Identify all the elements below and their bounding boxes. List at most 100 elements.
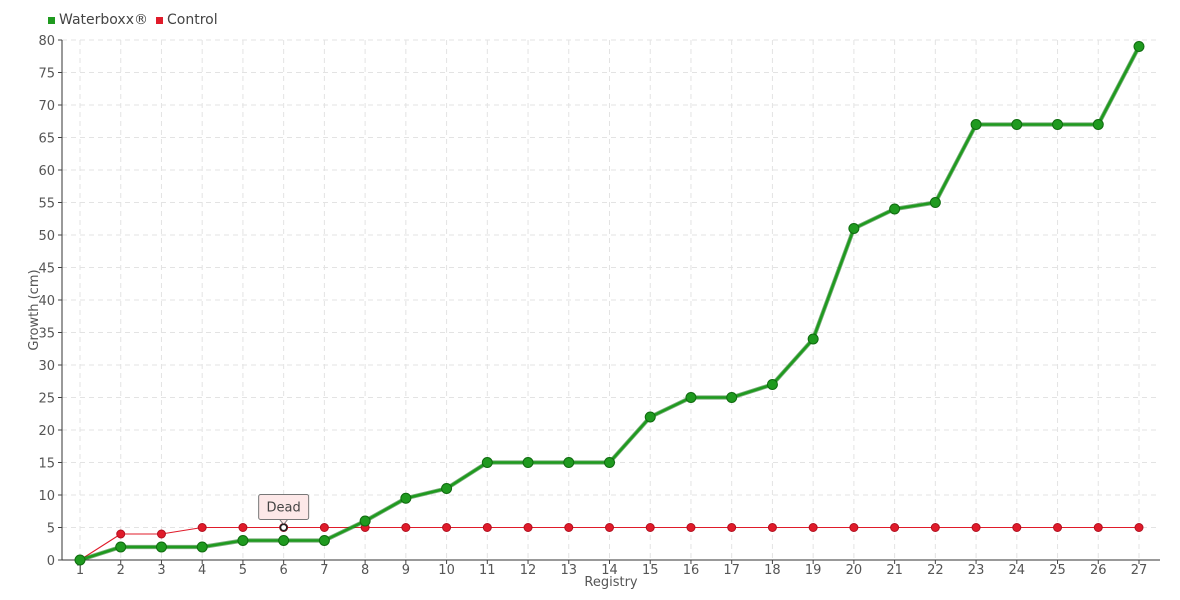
data-point-waterboxx (115, 541, 127, 553)
data-point-waterboxx (196, 541, 208, 553)
data-point-waterboxx (155, 541, 167, 553)
x-tick-label: 5 (239, 563, 247, 578)
legend: Waterboxx® Control (48, 12, 218, 28)
data-point-control (401, 523, 411, 532)
x-tick-label: 3 (157, 563, 165, 578)
data-point-waterboxx (685, 392, 697, 403)
annotations: Dead (258, 494, 310, 532)
x-tick-label: 7 (320, 563, 328, 578)
series-waterboxx (74, 41, 1145, 566)
data-point-control (849, 523, 859, 532)
y-tick-label: 5 (47, 522, 55, 537)
y-tick-label: 20 (38, 424, 55, 439)
x-tick-label: 27 (1131, 563, 1148, 578)
legend-swatch-waterboxx (48, 16, 55, 24)
data-point-waterboxx (970, 119, 982, 130)
annotation-pointer (278, 519, 289, 526)
y-tick-label: 70 (38, 99, 55, 114)
data-point-control (482, 523, 492, 532)
x-tick-label: 19 (805, 563, 822, 578)
legend-item-control[interactable]: Control (155, 12, 218, 28)
data-point-waterboxx (237, 535, 249, 546)
data-point-control (156, 529, 166, 539)
x-tick-label: 15 (642, 563, 659, 578)
data-point-waterboxx (1133, 41, 1145, 52)
data-point-control (1053, 523, 1063, 532)
y-tick-label: 40 (38, 294, 55, 309)
x-tick-label: 23 (968, 563, 985, 578)
data-point-control (930, 523, 940, 532)
data-point-waterboxx (848, 223, 860, 234)
x-tick-label: 20 (846, 563, 863, 578)
legend-swatch-control (155, 16, 163, 24)
data-point-control (605, 523, 614, 532)
annotation-marker (279, 523, 288, 532)
x-tick-label: 22 (927, 563, 944, 578)
x-tick-label: 4 (198, 563, 206, 578)
y-ticks: 0 5 10 15 20 25 30 35 40 45 50 55 60 65 70 75 80 (38, 34, 62, 569)
data-point-waterboxx (929, 197, 941, 208)
data-point-control (564, 523, 574, 532)
data-point-control (442, 523, 452, 532)
x-tick-label: 11 (479, 563, 496, 578)
y-tick-label: 0 (47, 554, 55, 569)
series (74, 41, 1145, 566)
data-point-waterboxx (766, 379, 778, 390)
data-point-control (971, 523, 981, 532)
legend-item-waterboxx[interactable]: Waterboxx® (48, 12, 148, 28)
data-point-control (1012, 523, 1022, 532)
x-tick-label: 25 (1049, 563, 1066, 578)
data-point-control (197, 523, 207, 532)
y-tick-label: 65 (38, 132, 55, 147)
annotation-text: Dead (267, 501, 301, 516)
data-point-control (727, 523, 737, 532)
data-point-waterboxx (522, 457, 534, 468)
data-point-control (1093, 523, 1103, 532)
data-point-control (238, 523, 248, 532)
legend-label-waterboxx: Waterboxx® (59, 12, 148, 28)
x-tick-label: 13 (560, 563, 577, 578)
data-point-waterboxx (278, 535, 290, 546)
data-point-control (1134, 523, 1144, 532)
x-tick-label: 17 (723, 563, 740, 578)
data-point-control (645, 523, 655, 532)
y-tick-label: 80 (38, 34, 55, 49)
data-point-waterboxx (1011, 119, 1023, 130)
data-point-control (686, 523, 696, 532)
data-point-waterboxx (1092, 119, 1104, 130)
x-tick-label: 2 (117, 563, 125, 578)
x-tick-label: 9 (402, 563, 410, 578)
y-tick-label: 10 (38, 489, 55, 504)
y-tick-label: 50 (38, 229, 55, 244)
x-tick-label: 18 (764, 563, 781, 578)
grid (62, 39, 1160, 560)
data-point-control (808, 523, 818, 532)
y-tick-label: 15 (38, 457, 55, 472)
data-point-waterboxx (481, 457, 493, 468)
data-point-waterboxx (604, 457, 615, 468)
y-tick-label: 25 (38, 392, 55, 407)
data-point-waterboxx (441, 483, 453, 494)
y-tick-label: 35 (38, 327, 55, 342)
data-point-control (890, 523, 900, 532)
data-point-waterboxx (318, 535, 330, 546)
x-tick-label: 8 (361, 563, 369, 578)
data-point-waterboxx (359, 515, 371, 527)
data-point-waterboxx (807, 333, 819, 345)
data-point-waterboxx (563, 457, 575, 468)
x-tick-label: 26 (1090, 563, 1107, 578)
series-control (75, 523, 1144, 565)
y-tick-label: 55 (38, 197, 55, 212)
x-tick-label: 6 (280, 563, 288, 578)
x-tick-label: 21 (886, 563, 903, 578)
x-tick-label: 10 (438, 563, 455, 578)
annotation: Dead (258, 494, 310, 532)
y-tick-label: 45 (38, 262, 55, 277)
data-point-waterboxx (400, 492, 412, 504)
x-axis-title: Registry (584, 575, 638, 590)
x-tick-label: 16 (683, 563, 700, 578)
legend-label-control: Control (166, 12, 218, 28)
y-tick-label: 75 (38, 67, 55, 82)
data-point-control (523, 523, 533, 532)
